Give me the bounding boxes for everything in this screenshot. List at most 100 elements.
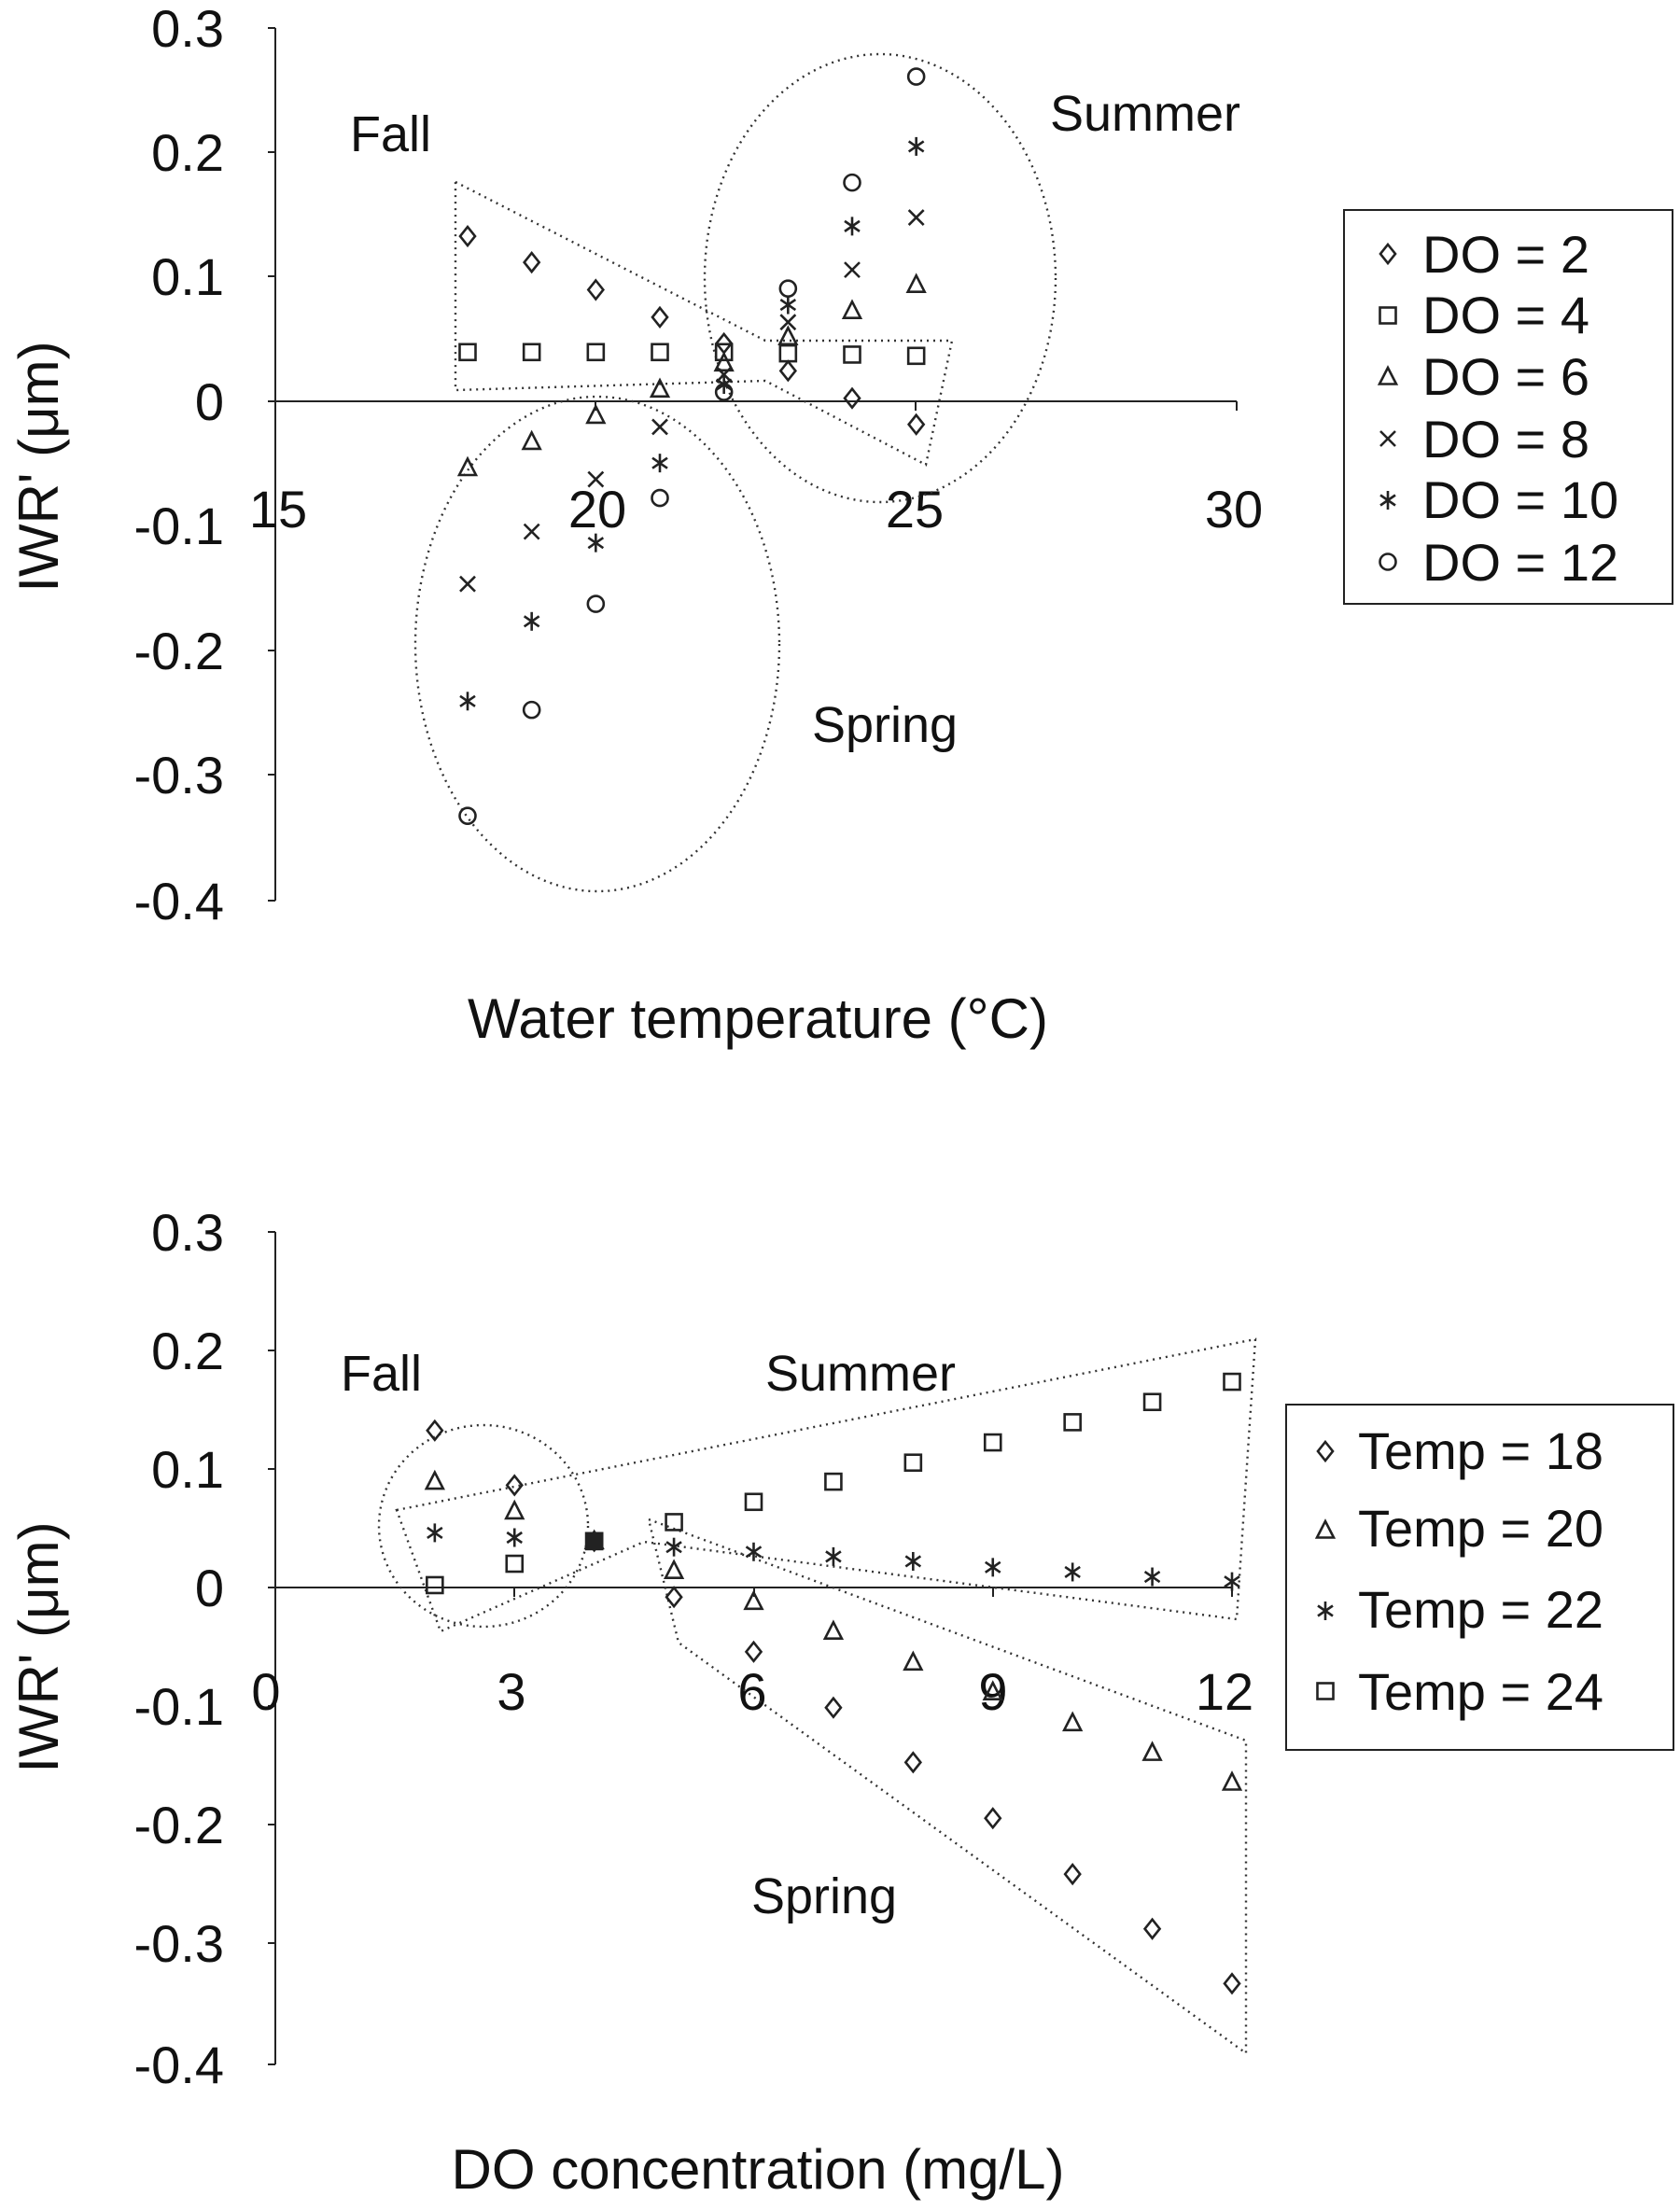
data-point-x: [587, 470, 605, 488]
data-point-circle: [458, 806, 477, 825]
bottom-x-tick-label: 12: [1196, 1662, 1253, 1721]
data-point-asterisk: [904, 1551, 922, 1571]
data-point-diamond: [984, 1807, 1002, 1830]
data-point-square: [586, 343, 606, 362]
top-legend-markers: [1377, 242, 1399, 571]
bottom-x-tick-label: 0: [251, 1662, 280, 1721]
top-x-tick-label: 25: [886, 480, 944, 539]
summer-region-outline: [703, 52, 1057, 504]
spring-region-outline: [413, 395, 781, 893]
top-y-tick-label: -0.2: [134, 622, 225, 680]
bottom-legend-label: Temp = 20: [1358, 1499, 1603, 1558]
data-point-asterisk: [907, 136, 925, 156]
data-point-asterisk: [825, 1546, 842, 1566]
data-point-square: [1063, 1413, 1082, 1432]
data-point-x: [715, 366, 733, 384]
bottom-y-tick-label: -0.1: [134, 1677, 225, 1736]
data-point-triangle: [777, 325, 799, 346]
spring-label: Spring: [751, 1868, 897, 1924]
data-point-square: [1142, 1392, 1162, 1412]
data-point-circle: [778, 279, 798, 298]
bottom-data-points: [424, 1372, 1243, 1995]
data-point-triangle: [649, 377, 671, 399]
data-point-square: [505, 1554, 525, 1574]
legend-marker-triangle: [1314, 1518, 1337, 1539]
data-point-triangle: [585, 403, 607, 425]
summer-label: Summer: [765, 1346, 956, 1402]
top-x-tick-label: 20: [568, 480, 626, 539]
top-legend-label: DO = 8: [1422, 410, 1589, 469]
data-point-x: [907, 209, 925, 226]
legend-marker-square: [1316, 1682, 1335, 1700]
data-point-square-filled: [584, 1532, 604, 1551]
bottom-legend-markers: [1314, 1439, 1337, 1700]
top-x-axis: 15 20 25 30 Water temperature (°C): [249, 400, 1263, 1050]
data-point-triangle: [982, 1680, 1003, 1700]
bottom-y-tick-label: -0.3: [134, 1914, 225, 1973]
data-point-triangle: [822, 1619, 845, 1640]
top-legend-label: DO = 10: [1422, 470, 1618, 529]
legend-marker-square: [1379, 306, 1397, 325]
data-point-x: [459, 575, 476, 593]
data-point-asterisk: [506, 1528, 523, 1547]
data-point-triangle: [1062, 1711, 1084, 1732]
data-point-asterisk: [651, 454, 668, 473]
fall-label: Fall: [350, 106, 431, 162]
data-point-square: [522, 343, 541, 362]
data-point-asterisk: [523, 611, 540, 631]
data-point-circle: [714, 383, 734, 401]
data-point-triangle: [504, 1499, 525, 1520]
data-point-asterisk: [459, 692, 476, 711]
data-point-x: [779, 314, 797, 331]
top-legend-label: DO = 2: [1422, 225, 1589, 284]
data-point-triangle: [1221, 1770, 1243, 1791]
data-point-diamond: [665, 1586, 683, 1609]
data-point-square: [903, 1453, 923, 1473]
top-y-tick-label: -0.1: [134, 497, 225, 555]
data-point-circle: [522, 700, 541, 720]
fall-region-outline: [377, 1423, 590, 1629]
top-legend: DO = 2 DO = 4 DO = 6 DO = 8 DO = 10 DO =…: [1343, 209, 1673, 605]
data-point-diamond: [458, 224, 477, 248]
chart-water-temperature: 0.3 0.2 0.1 0 -0.1 -0.2 -0.3 -0.4 IWR' (…: [7, 0, 1673, 1050]
data-point-x: [523, 523, 540, 540]
data-point-circle: [651, 488, 669, 508]
data-point-circle: [906, 67, 926, 86]
bottom-y-tick-label: 0.3: [151, 1203, 224, 1262]
top-legend-label: DO = 6: [1422, 347, 1589, 406]
data-point-asterisk: [1224, 1572, 1240, 1591]
bottom-legend-box: [1285, 1404, 1674, 1751]
legend-marker-diamond: [1316, 1439, 1335, 1463]
legend-marker-x: [1379, 430, 1396, 447]
data-point-x: [651, 418, 668, 436]
spring-region-outline: [647, 1518, 1248, 2056]
top-x-axis-title: Water temperature (°C): [468, 987, 1048, 1050]
data-point-diamond: [824, 1696, 843, 1719]
top-region-outlines: [413, 52, 1057, 893]
data-point-diamond: [523, 251, 541, 274]
bottom-y-tick-label: -0.2: [134, 1796, 225, 1854]
bottom-y-axis-title: IWR' (μm): [7, 1521, 70, 1772]
data-point-asterisk: [745, 1542, 763, 1561]
bottom-legend-label: Temp = 18: [1358, 1421, 1603, 1480]
spring-label: Spring: [812, 697, 958, 753]
bottom-y-tick-label: -0.4: [134, 2035, 225, 2094]
legend-marker-circle: [1379, 552, 1397, 571]
data-point-asterisk: [985, 1558, 1001, 1577]
fall-region-outline: [454, 180, 954, 467]
bottom-y-tick-label: 0.2: [151, 1322, 224, 1380]
data-point-square: [458, 343, 477, 362]
legend-marker-triangle: [1377, 365, 1399, 385]
data-point-asterisk: [665, 1537, 682, 1557]
data-point-asterisk: [1064, 1562, 1081, 1582]
data-point-diamond: [1063, 1863, 1082, 1886]
legend-marker-diamond: [1379, 242, 1397, 266]
data-point-square: [906, 346, 926, 366]
data-point-triangle: [663, 1559, 685, 1579]
data-point-diamond: [426, 1419, 444, 1442]
fall-label: Fall: [341, 1346, 422, 1402]
data-point-square: [651, 343, 669, 362]
summer-label: Summer: [1050, 86, 1240, 142]
top-y-tick-label: -0.4: [134, 872, 225, 930]
